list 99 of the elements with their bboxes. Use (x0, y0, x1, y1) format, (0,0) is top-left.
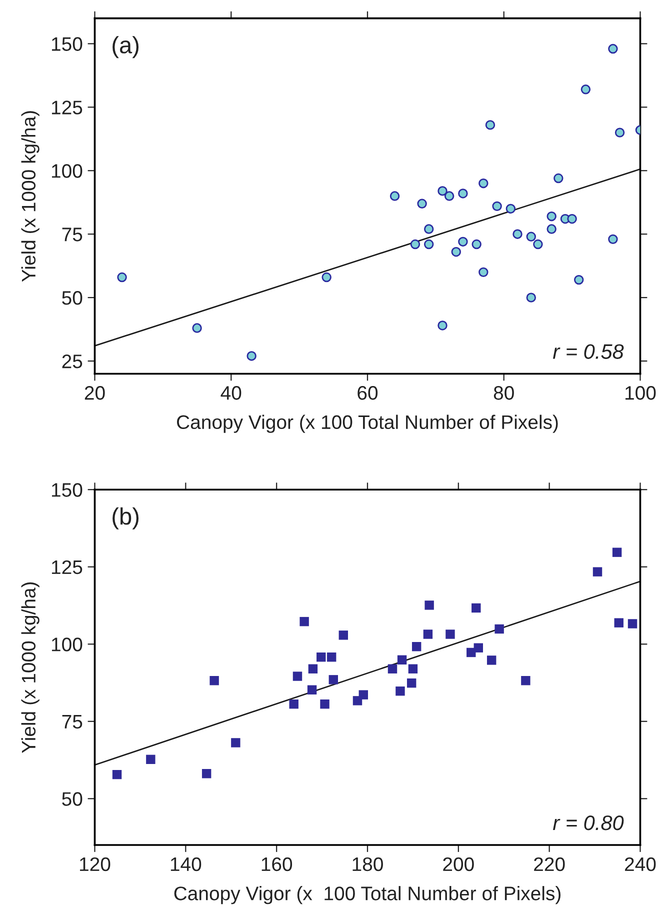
point (292, 672, 302, 681)
point (397, 655, 407, 664)
point (338, 630, 348, 640)
y-tick-label: 150 (52, 37, 82, 51)
y-tick-label: 100 (52, 164, 82, 178)
point (202, 769, 212, 778)
point (320, 699, 330, 709)
text: (b) (112, 507, 139, 530)
x-tick-label: 80 (494, 386, 514, 400)
point (533, 239, 543, 250)
point (438, 320, 448, 330)
y-axis-title: Yield (x 1000 kg/ha) (21, 111, 40, 282)
point (472, 239, 482, 250)
point (526, 292, 536, 302)
point (521, 676, 530, 686)
point (424, 239, 434, 250)
text: (a) (112, 36, 139, 58)
point (112, 770, 122, 780)
point (458, 236, 468, 247)
point (246, 351, 256, 361)
point (438, 186, 448, 196)
point (446, 630, 455, 639)
point (506, 204, 516, 214)
point (322, 272, 332, 282)
point (210, 676, 219, 686)
point (512, 229, 522, 239)
x-tick-label: 100 (625, 386, 656, 400)
y-tick-label: 125 (52, 100, 82, 114)
y-tick-label: 150 (52, 483, 82, 497)
point (485, 120, 496, 130)
point (567, 214, 577, 224)
y-tick-label: 50 (62, 792, 82, 806)
point (458, 188, 468, 198)
point (424, 600, 434, 610)
point (486, 656, 496, 665)
point (608, 234, 618, 244)
point (614, 618, 624, 628)
x-tick-label: 20 (84, 386, 105, 400)
point (472, 603, 481, 613)
point (308, 664, 318, 674)
x-tick-label: 160 (262, 857, 292, 872)
point (580, 84, 591, 94)
annotation: r = 0.80 (552, 815, 624, 830)
x-axis-title: Canopy Vigor (x 100 Total Number of Pixels) (177, 414, 558, 433)
point (396, 686, 405, 696)
point (554, 173, 564, 184)
y-tick-label: 100 (52, 638, 82, 652)
point (423, 630, 433, 639)
y-tick-label: 75 (62, 228, 82, 242)
point (192, 323, 202, 333)
x-tick-label: 220 (534, 857, 565, 872)
x-axis-title: Canopy Vigor (x 100 Total Number of Pixels) (174, 886, 560, 904)
point (424, 224, 434, 234)
point (390, 191, 400, 201)
point (628, 619, 638, 628)
point (146, 754, 156, 764)
point (307, 685, 317, 694)
point (474, 643, 484, 652)
point (478, 267, 488, 278)
point (417, 198, 427, 208)
point (494, 624, 504, 634)
point (410, 239, 420, 250)
point (326, 652, 336, 662)
point (328, 675, 338, 684)
y-tick-label: 75 (62, 715, 82, 729)
point (231, 738, 240, 748)
point (608, 44, 618, 54)
point (451, 247, 461, 257)
point (546, 224, 556, 234)
point (574, 274, 584, 285)
annotation: r = 0.58 (552, 344, 624, 359)
point (117, 272, 127, 282)
point (300, 616, 309, 626)
point (388, 664, 398, 674)
point (444, 191, 454, 201)
point (612, 548, 622, 557)
x-tick-label: 240 (624, 857, 656, 872)
point (412, 642, 422, 652)
point (526, 232, 536, 242)
point (614, 128, 625, 138)
point (406, 678, 416, 688)
y-tick-label: 25 (62, 354, 82, 368)
point (546, 211, 556, 222)
x-tick-label: 200 (443, 857, 474, 872)
point (408, 664, 418, 674)
x-tick-label: 180 (352, 857, 383, 872)
point (592, 567, 602, 576)
point (316, 652, 326, 662)
x-tick-label: 140 (170, 857, 202, 872)
y-axis-title: Yield (x 1000 kg/ha) (21, 582, 40, 753)
point (289, 699, 298, 709)
x-tick-label: 120 (80, 857, 110, 872)
point (492, 201, 502, 212)
point (478, 178, 488, 188)
point (358, 690, 368, 700)
y-tick-label: 50 (62, 291, 82, 305)
x-tick-label: 40 (220, 386, 242, 400)
x-tick-label: 60 (358, 386, 378, 400)
y-tick-label: 125 (52, 560, 82, 574)
